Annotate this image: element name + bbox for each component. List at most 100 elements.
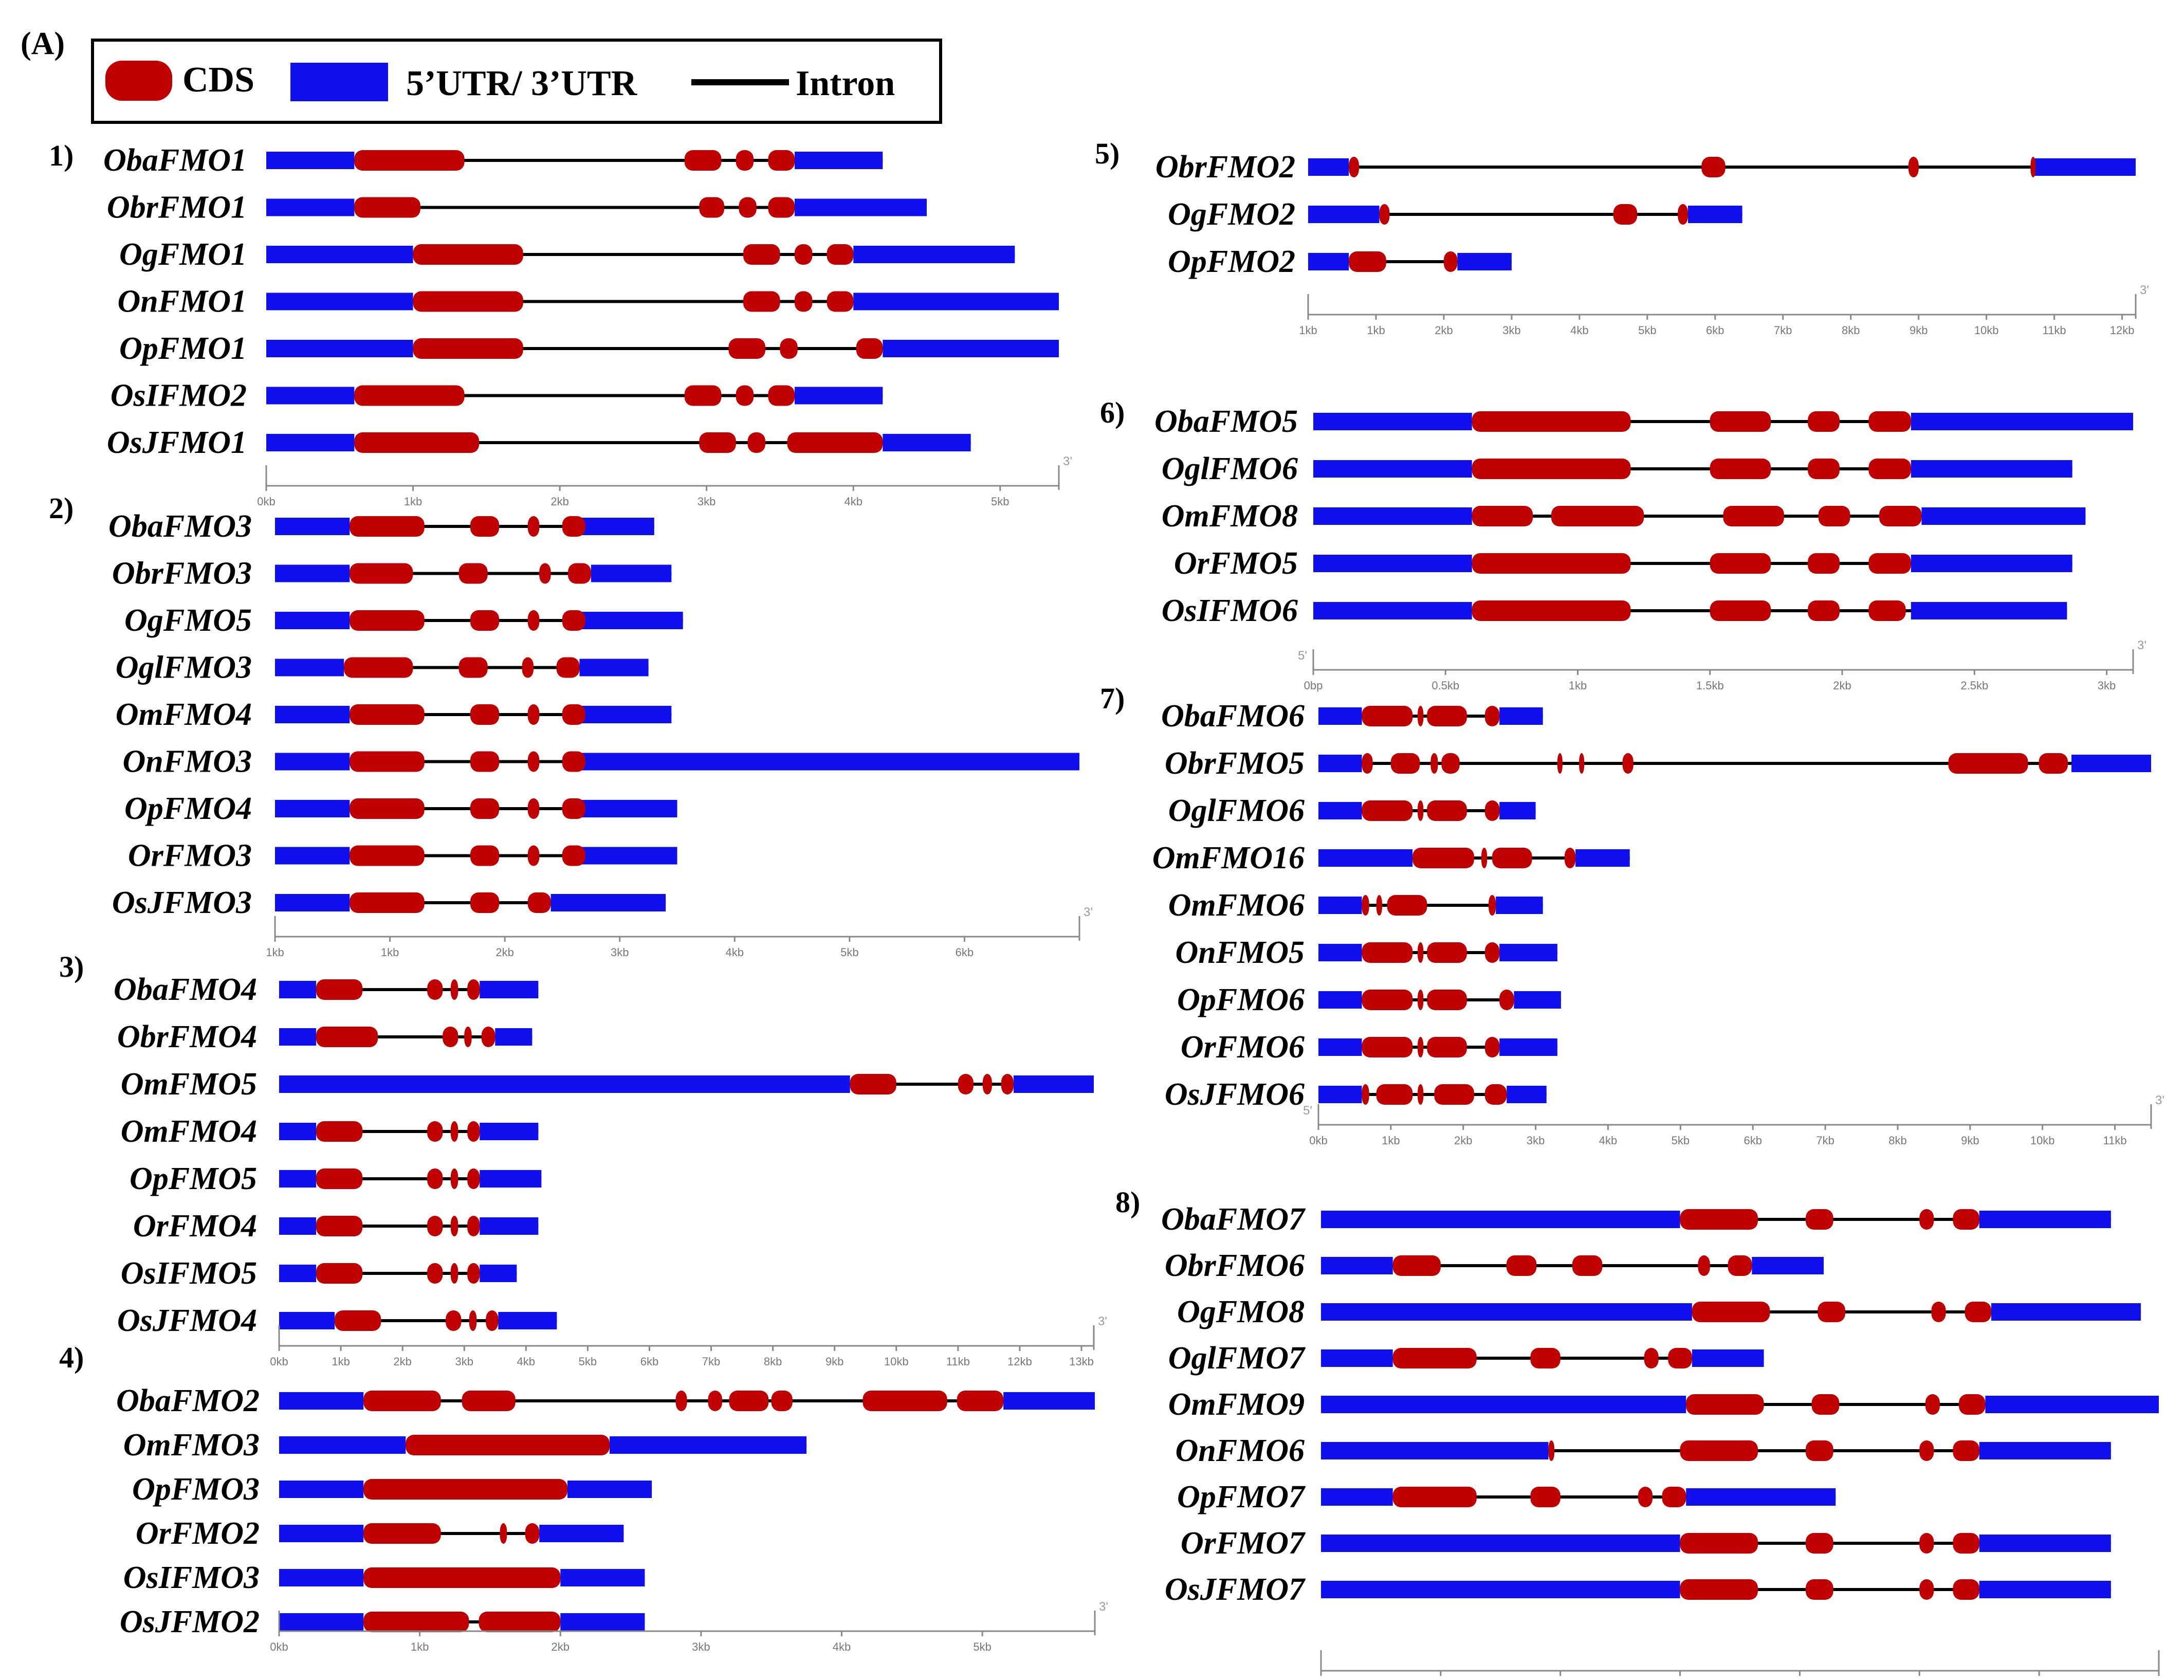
utr-segment (1318, 849, 1413, 867)
axis-5prime-mark: 5' (1298, 649, 1307, 663)
axis-tick-label: 4kb (844, 495, 862, 508)
utr-segment (1313, 413, 1472, 430)
utr-segment (480, 1123, 539, 1140)
utr-segment (579, 847, 677, 865)
utr-segment (1752, 1257, 1824, 1274)
gene-row: OglFMO7 (1168, 1341, 1764, 1376)
gene-row: OmFMO6 (1168, 888, 1543, 923)
cds-exon (1919, 1533, 1934, 1554)
legend-utr-label: 5’UTR/ 3’UTR (406, 64, 638, 103)
gene-row: OglFMO6 (1162, 451, 2072, 486)
utr-segment (579, 753, 1079, 771)
gene-row: ObaFMO6 (1161, 699, 1543, 734)
cds-exon (1644, 1348, 1659, 1368)
cds-exon (1710, 411, 1771, 432)
gene-group-2: 2) ObaFMO3 ObrFMO3 OgFMO5 OglFMO3 OmFMO4 OnFMO… (49, 491, 1093, 959)
axis-tick-label: 1kb (1569, 679, 1587, 692)
cds-exon (1349, 251, 1386, 272)
cds-exon (957, 1391, 1004, 1411)
cds-exon (350, 704, 425, 725)
cds-exon (1680, 1209, 1758, 1230)
cds-exon (1506, 1255, 1537, 1276)
axis-tick-label: 10kb (884, 1355, 909, 1368)
panel-label: (A) (21, 26, 65, 61)
cds-exon (1638, 1487, 1653, 1507)
cds-exon (316, 1263, 363, 1284)
utr-segment (275, 659, 344, 677)
cds-exon (1472, 600, 1631, 621)
gene-row: OrFMO2 (136, 1516, 624, 1551)
cds-exon (316, 1027, 378, 1047)
cds-exon (1908, 157, 1919, 177)
cds-exon (470, 892, 499, 913)
gene-name: OmFMO16 (1152, 841, 1305, 875)
cds-exon (1379, 204, 1390, 225)
cds-exon (427, 1121, 443, 1142)
gene-name: OgFMO1 (119, 237, 247, 272)
gene-row: OglFMO6 (1168, 793, 1536, 828)
gene-name: ObrFMO4 (117, 1019, 257, 1054)
utr-segment (1911, 413, 2133, 430)
gene-row: ObrFMO2 (1155, 150, 2136, 185)
cds-exon (350, 516, 425, 537)
cds-exon (556, 657, 580, 678)
utr-segment (2034, 158, 2136, 176)
cds-exon (1427, 800, 1467, 821)
utr-segment (1321, 1396, 1686, 1413)
gene-groups: 1) ObaFMO1 ObrFMO1 OgFMO1 OnFMO1 OpFMO1 OsIFMO… (49, 137, 2164, 1676)
utr-segment (883, 340, 1059, 357)
cds-exon (708, 1391, 722, 1411)
cds-exon (1728, 1255, 1752, 1276)
axis-tick-label: 1kb (1367, 324, 1385, 337)
cds-exon (1417, 990, 1424, 1010)
cds-exon (450, 1121, 458, 1142)
axis-tick-label: 3kb (692, 1640, 710, 1653)
cds-exon (316, 1168, 363, 1189)
cds-exon (562, 751, 585, 772)
cds-exon (486, 1310, 499, 1331)
cds-exon (1387, 895, 1427, 916)
utr-segment (266, 246, 413, 263)
axis-tick-label: 9kb (1961, 1134, 1979, 1147)
gene-row: ObrFMO4 (117, 1019, 533, 1054)
cds-exon (527, 610, 540, 631)
utr-segment (1313, 602, 1472, 619)
cds-exon (1879, 506, 1922, 526)
utr-segment (279, 1170, 317, 1188)
cds-exon (850, 1074, 896, 1094)
gene-row: OnFMO3 (122, 744, 1079, 779)
gene-name: OnFMO1 (117, 284, 247, 319)
gene-name: OsIFMO3 (123, 1560, 260, 1595)
axis-tick-label: 1kb (381, 946, 399, 959)
cds-exon (568, 563, 591, 584)
axis-tick-label: 13kb (1069, 1355, 1094, 1368)
axis-3prime-mark: 3' (1063, 454, 1072, 468)
utr-segment (1979, 1211, 2111, 1228)
utr-segment (1499, 944, 1557, 961)
gene-name: OpFMO1 (119, 331, 247, 366)
cds-exon (467, 1168, 480, 1189)
utr-segment (480, 981, 539, 998)
cds-exon (1710, 553, 1771, 574)
cds-exon (1613, 204, 1638, 225)
axis-tick-label: 3kb (455, 1355, 473, 1368)
utr-segment (1313, 460, 1472, 478)
utr-segment (560, 1613, 645, 1631)
gene-name: ObaFMO7 (1161, 1202, 1306, 1237)
cds-exon (2039, 753, 2068, 774)
cds-exon (470, 751, 499, 772)
axis-tick-label: 5kb (1638, 324, 1656, 337)
cds-exon (350, 798, 425, 819)
cds-exon (1392, 1487, 1477, 1507)
gene-row: OpFMO2 (1168, 244, 1512, 279)
utr-segment (1318, 802, 1362, 819)
axis-tick-label: 7kb (702, 1355, 720, 1368)
utr-segment (266, 152, 355, 169)
cds-exon (787, 432, 883, 453)
gene-name: OglFMO7 (1168, 1341, 1306, 1376)
axis-tick-label: 4kb (726, 946, 744, 959)
cds-exon (1376, 895, 1382, 916)
utr-segment (1979, 1581, 2111, 1598)
cds-exon (1579, 753, 1585, 774)
